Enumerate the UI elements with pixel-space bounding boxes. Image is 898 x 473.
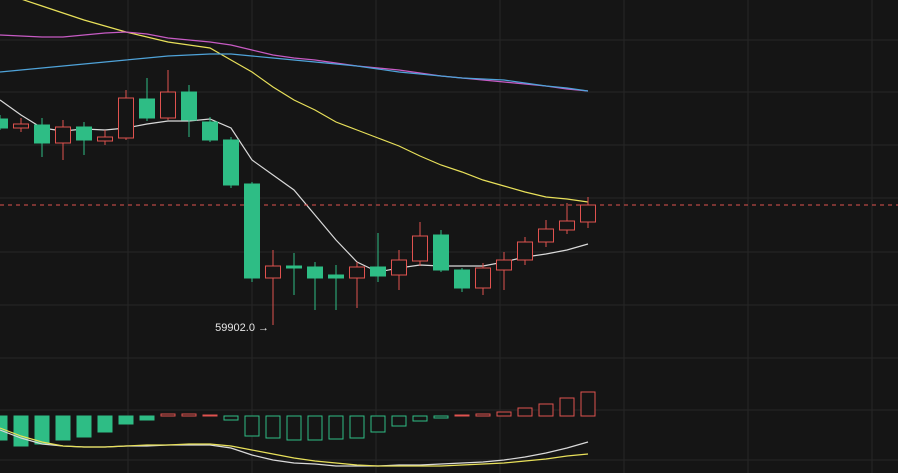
candle-body xyxy=(433,234,449,271)
macd-line xyxy=(0,427,589,467)
candle-body xyxy=(496,259,512,271)
macd-bar xyxy=(0,415,8,441)
candle-body xyxy=(139,98,155,119)
candle-body xyxy=(0,118,8,129)
candle-body xyxy=(34,124,50,144)
macd-bar xyxy=(286,415,302,441)
ma-line xyxy=(22,0,589,203)
candle-body xyxy=(244,183,260,279)
low-label: 59902.0 → xyxy=(215,322,269,334)
macd-bar xyxy=(559,397,575,417)
ma-line xyxy=(0,31,589,92)
macd-bar xyxy=(13,415,29,447)
candle-body xyxy=(454,269,470,289)
macd-panel xyxy=(0,391,596,467)
macd-bar xyxy=(118,415,134,425)
candle-body xyxy=(118,97,134,139)
macd-bar xyxy=(433,415,449,419)
macd-bar xyxy=(412,415,428,422)
macd-bar xyxy=(223,415,239,421)
macd-bar xyxy=(244,415,260,437)
candle-body xyxy=(160,91,176,119)
candle-body xyxy=(391,259,407,276)
macd-bar xyxy=(454,414,470,417)
macd-bar xyxy=(370,415,386,433)
macd-bar xyxy=(97,415,113,433)
macd-bar xyxy=(475,413,491,417)
candle-body xyxy=(223,139,239,186)
ma-line xyxy=(0,53,589,92)
macd-bar xyxy=(202,414,218,417)
candle-body xyxy=(475,267,491,289)
labels: 59902.0 → xyxy=(215,322,269,334)
macd-bar xyxy=(580,391,596,417)
macd-bar xyxy=(496,411,512,417)
macd-bar xyxy=(265,415,281,439)
macd-bar xyxy=(307,415,323,441)
candle-body xyxy=(13,123,29,129)
macd-bar xyxy=(34,415,50,445)
candle-body xyxy=(97,136,113,142)
macd-bar xyxy=(76,415,92,438)
candle-body xyxy=(286,265,302,269)
macd-bar xyxy=(349,415,365,439)
macd-bar xyxy=(517,407,533,417)
candle-body xyxy=(349,266,365,279)
macd-bar xyxy=(160,413,176,417)
candle-body xyxy=(559,220,575,231)
candle-body xyxy=(517,241,533,261)
candle-body xyxy=(76,126,92,141)
macd-bar xyxy=(139,415,155,421)
candle-body xyxy=(370,266,386,277)
candle-body xyxy=(265,265,281,279)
candle-body xyxy=(412,235,428,262)
candle-body xyxy=(328,274,344,279)
macd-bar xyxy=(391,415,407,427)
price-panel xyxy=(0,0,898,325)
candle-body xyxy=(538,228,554,243)
candle-body xyxy=(202,121,218,141)
macd-bar xyxy=(538,403,554,417)
candle-body xyxy=(307,266,323,279)
candle-body xyxy=(181,91,197,121)
macd-bar xyxy=(55,415,71,441)
candle-body xyxy=(580,204,596,223)
ma-line xyxy=(0,99,589,273)
candle-body xyxy=(55,126,71,144)
macd-bar xyxy=(181,413,197,417)
macd-bar xyxy=(328,415,344,440)
